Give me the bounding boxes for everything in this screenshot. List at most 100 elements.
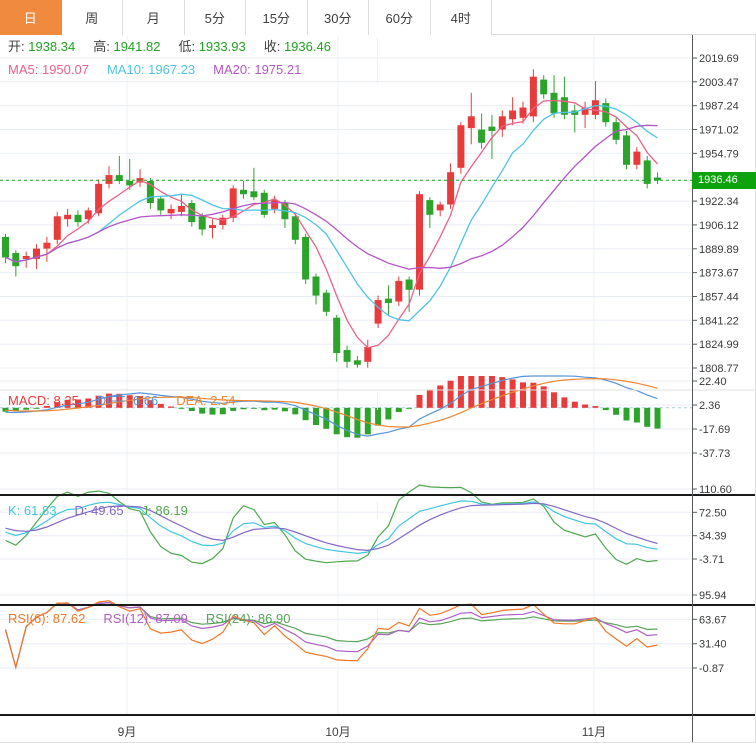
candle	[12, 250, 20, 277]
readout-pair: D: 49.65	[74, 503, 124, 518]
y-axis-label: 1954.79	[699, 148, 739, 160]
candle	[157, 195, 165, 215]
candle	[633, 147, 641, 170]
candle	[374, 295, 382, 328]
candle	[198, 213, 206, 236]
y-axis-label: 1987.24	[699, 101, 739, 113]
y-axis-label: 2.36	[699, 400, 720, 412]
rsi6-line	[4, 600, 658, 670]
candle	[177, 194, 185, 217]
candle	[498, 110, 506, 137]
readout-pair: RSI(12): 87.09	[103, 611, 188, 626]
y-axis-label: -3.71	[699, 554, 724, 566]
candle	[353, 355, 361, 368]
candle	[602, 98, 610, 127]
macd-histogram	[2, 376, 661, 438]
y-axis-label: 1841.22	[699, 315, 739, 327]
tab-日[interactable]: 日	[0, 0, 62, 35]
readout-pair: 低: 1933.93	[178, 39, 246, 54]
readout-pair: MA5: 1950.07	[8, 62, 89, 77]
candle	[591, 81, 599, 120]
y-axis-label: 2003.47	[699, 77, 739, 89]
kdj-k-line	[5, 500, 658, 555]
y-axis-label: 2019.69	[699, 53, 739, 65]
candle	[343, 345, 351, 368]
candle	[126, 159, 134, 190]
ma-readout: MA5: 1950.07 MA10: 1967.23 MA20: 1975.21	[8, 61, 319, 78]
tab-60分[interactable]: 60分	[369, 0, 431, 35]
candle	[312, 273, 320, 305]
y-axis-label: 1922.34	[699, 196, 739, 208]
macd-dea-line	[5, 377, 658, 428]
readout-pair: DEA: 2.54	[176, 393, 236, 408]
candle	[250, 167, 258, 201]
tab-30分[interactable]: 30分	[307, 0, 369, 35]
candle	[405, 276, 413, 312]
tab-5分[interactable]: 5分	[184, 0, 246, 35]
y-axis-label: 1824.99	[699, 339, 739, 351]
candle	[53, 211, 61, 245]
candle	[540, 75, 548, 99]
candle	[240, 181, 247, 199]
y-axis-label: 1906.12	[699, 220, 739, 232]
timeframe-toolbar: 日周月 5分 15分 30分 60分 4时	[0, 0, 756, 35]
tab-15分[interactable]: 15分	[246, 0, 308, 35]
macd-readout: MACD: 8.25 DIFF: 6.66 DEA: 2.54	[8, 392, 254, 409]
y-axis-label: 22.40	[699, 376, 727, 388]
readout-pair: K: 61.83	[8, 503, 57, 518]
tab-周[interactable]: 周	[61, 0, 123, 35]
readout-pair: 收: 1936.46	[263, 39, 331, 54]
candle	[416, 191, 423, 296]
tab-4时[interactable]: 4时	[430, 0, 492, 35]
y-axis-label: 31.40	[699, 639, 727, 651]
readout-pair: RSI(24): 86.90	[205, 611, 291, 626]
x-axis-label: 11月	[582, 725, 606, 739]
readout-pair: DIFF: 6.66	[96, 393, 159, 408]
readout-pair: J: 86.19	[141, 503, 188, 518]
rsi-readout: RSI(6): 87.62 RSI(12): 87.09 RSI(24): 86.9…	[8, 610, 308, 627]
candle	[654, 172, 661, 184]
x-axis-label: 10月	[325, 725, 350, 739]
readout-pair: 高: 1941.82	[93, 39, 161, 54]
readout-pair: MACD: 8.25	[8, 393, 79, 408]
candle	[209, 219, 216, 239]
y-axis-label: 1873.67	[699, 268, 739, 280]
ma10-line	[5, 104, 658, 322]
candle	[436, 201, 444, 217]
chart-area[interactable]: 2019.692003.471987.241971.021954.791938.…	[0, 35, 756, 743]
y-axis-label: 1808.77	[699, 363, 739, 375]
candle	[302, 233, 310, 284]
candle	[2, 233, 9, 264]
ohlc-readout: 开: 1938.34 高: 1941.82 低: 1933.93 收: 1936.46	[8, 38, 349, 55]
y-axis-label: 1857.44	[699, 292, 739, 304]
candle	[364, 339, 372, 368]
candle	[105, 166, 113, 189]
y-axis-label: 1889.89	[699, 244, 739, 256]
candle	[322, 289, 330, 317]
kdj-j-line	[5, 484, 658, 565]
candle	[64, 208, 72, 227]
chart-canvas: 2019.692003.471987.241971.021954.791938.…	[0, 35, 756, 743]
y-axis-label: -37.73	[699, 448, 730, 460]
readout-pair: RSI(6): 87.62	[8, 611, 86, 626]
candle	[384, 285, 392, 315]
candles-layer	[2, 69, 661, 368]
ma20-line	[5, 124, 658, 270]
candle	[395, 276, 403, 306]
candle	[219, 214, 227, 230]
kdj-d-line	[5, 502, 658, 552]
current-price-label: 1936.46	[692, 172, 756, 189]
candle	[509, 97, 517, 126]
tab-月[interactable]: 月	[123, 0, 185, 35]
candle	[581, 101, 589, 129]
ma5-line	[5, 99, 658, 349]
readout-pair: MA10: 1967.23	[106, 62, 196, 77]
candle	[519, 101, 527, 124]
candle	[529, 69, 537, 123]
candle	[643, 156, 651, 189]
readout-pair: MA20: 1975.21	[213, 62, 302, 77]
y-axis-label: 63.67	[699, 614, 727, 626]
candle	[74, 210, 82, 227]
candle	[478, 113, 486, 149]
